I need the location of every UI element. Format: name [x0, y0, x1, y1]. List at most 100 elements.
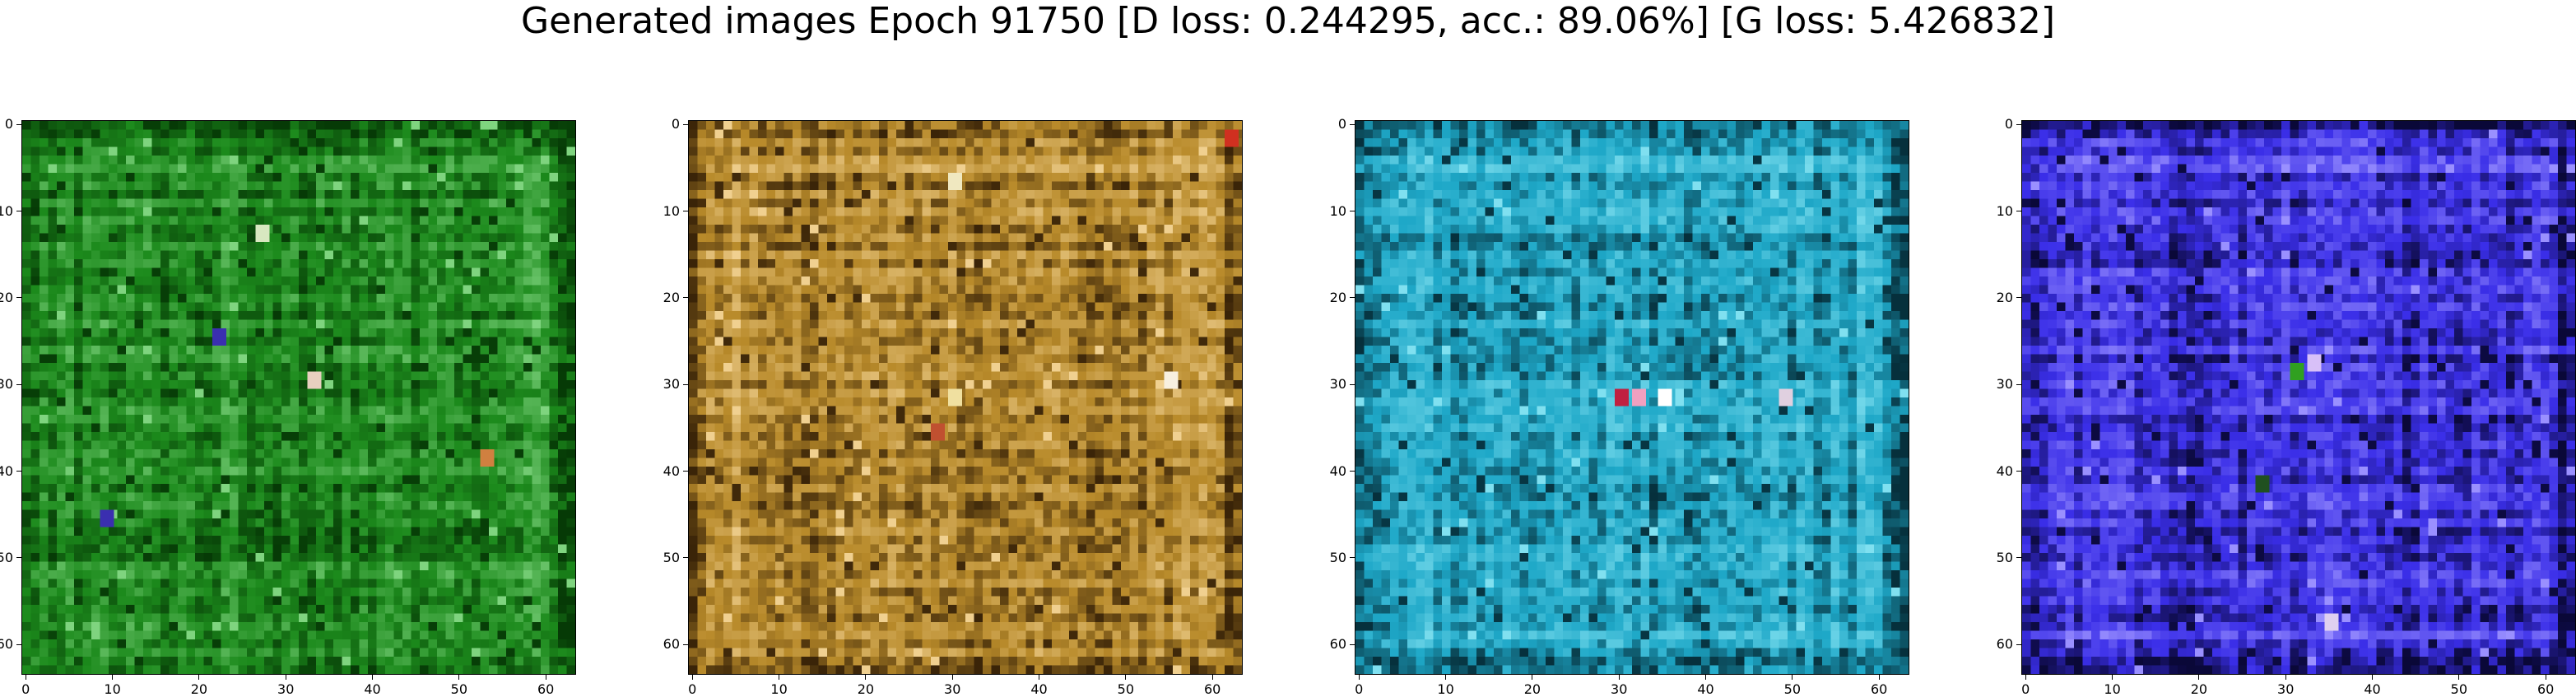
y-tick-label: 10: [1314, 205, 1346, 218]
y-tick-label: 60: [1314, 638, 1346, 651]
y-tick-mark: [16, 644, 21, 645]
image-1-spot-4: [481, 449, 495, 467]
y-tick-mark: [1350, 384, 1355, 385]
image-1-spot-1: [212, 328, 226, 346]
y-tick-label: 20: [1980, 291, 2013, 304]
x-tick-mark: [952, 675, 953, 680]
y-tick-label: 20: [0, 291, 13, 304]
y-tick-mark: [16, 557, 21, 558]
x-tick-label: 0: [676, 683, 709, 696]
image-2-spot-1: [948, 389, 962, 407]
y-tick-mark: [683, 644, 688, 645]
image-4-spot-4: [2256, 476, 2270, 493]
x-tick-label: 40: [1690, 683, 1723, 696]
image-2-spot-3: [1165, 372, 1179, 389]
y-tick-mark: [16, 124, 21, 125]
x-tick-label: 10: [1430, 683, 1462, 696]
image-1-spot-5: [256, 225, 270, 242]
x-tick-label: 30: [269, 683, 302, 696]
x-tick-label: 60: [529, 683, 562, 696]
x-tick-mark: [2285, 675, 2286, 680]
x-tick-label: 30: [936, 683, 969, 696]
y-tick-label: 60: [0, 638, 13, 651]
y-tick-mark: [1350, 644, 1355, 645]
y-tick-mark: [1350, 557, 1355, 558]
y-tick-label: 0: [1314, 118, 1346, 131]
x-tick-mark: [112, 675, 113, 680]
image-3-spot-1: [1632, 389, 1646, 407]
y-tick-label: 20: [1314, 291, 1346, 304]
y-tick-mark: [683, 557, 688, 558]
y-tick-mark: [1350, 297, 1355, 298]
image-1-spot-3: [308, 372, 322, 389]
y-tick-mark: [683, 124, 688, 125]
pixel-grid-4: [2022, 121, 2575, 674]
y-tick-mark: [2016, 384, 2021, 385]
y-tick-label: 30: [1314, 378, 1346, 391]
x-tick-label: 40: [1023, 683, 1056, 696]
generated-image-3: [1355, 120, 1909, 675]
x-tick-label: 40: [356, 683, 389, 696]
x-tick-label: 30: [2269, 683, 2302, 696]
x-tick-label: 10: [96, 683, 129, 696]
y-tick-label: 40: [0, 465, 13, 478]
y-tick-label: 40: [647, 465, 680, 478]
y-tick-label: 50: [1314, 551, 1346, 565]
x-tick-label: 20: [849, 683, 882, 696]
y-tick-label: 50: [647, 551, 680, 565]
x-tick-mark: [692, 675, 693, 680]
x-tick-mark: [1619, 675, 1620, 680]
x-tick-mark: [198, 675, 199, 680]
x-tick-mark: [1212, 675, 1213, 680]
y-tick-label: 10: [1980, 205, 2013, 218]
y-tick-label: 20: [647, 291, 680, 304]
y-tick-mark: [16, 471, 21, 472]
x-tick-label: 60: [2529, 683, 2562, 696]
image-4-spot-3: [2325, 614, 2339, 631]
generated-image-4: [2021, 120, 2576, 675]
image-3-spot-3: [1779, 389, 1793, 407]
y-tick-label: 50: [0, 551, 13, 565]
y-tick-label: 10: [0, 205, 13, 218]
x-tick-label: 40: [2356, 683, 2389, 696]
image-2-spot-4: [948, 173, 962, 190]
image-3-spot-2: [1658, 389, 1672, 407]
y-tick-label: 60: [647, 638, 680, 651]
image-4-spot-1: [2308, 355, 2322, 372]
x-tick-label: 20: [1516, 683, 1549, 696]
x-tick-label: 0: [2009, 683, 2042, 696]
figure-title: Generated images Epoch 91750 [D loss: 0.…: [0, 0, 2576, 43]
y-tick-label: 30: [1980, 378, 2013, 391]
x-tick-mark: [1125, 675, 1126, 680]
x-tick-mark: [372, 675, 373, 680]
y-tick-mark: [2016, 297, 2021, 298]
y-tick-label: 0: [647, 118, 680, 131]
x-tick-label: 50: [2443, 683, 2476, 696]
y-tick-mark: [16, 384, 21, 385]
y-tick-label: 60: [1980, 638, 2013, 651]
x-tick-label: 10: [2096, 683, 2129, 696]
x-tick-mark: [1879, 675, 1880, 680]
x-tick-mark: [1792, 675, 1793, 680]
x-tick-mark: [2112, 675, 2113, 680]
x-tick-label: 10: [763, 683, 796, 696]
y-tick-label: 0: [1980, 118, 2013, 131]
y-tick-label: 0: [0, 118, 13, 131]
pixel-grid-1: [22, 121, 575, 674]
pixel-grid-2: [689, 121, 1242, 674]
generated-image-1: [21, 120, 576, 675]
y-tick-mark: [1350, 471, 1355, 472]
image-4-spot-2: [2290, 363, 2304, 380]
x-tick-label: 50: [443, 683, 476, 696]
x-tick-mark: [2372, 675, 2373, 680]
y-tick-label: 30: [0, 378, 13, 391]
x-tick-mark: [1705, 675, 1706, 680]
x-tick-label: 50: [1776, 683, 1809, 696]
generated-image-2: [688, 120, 1243, 675]
x-tick-mark: [865, 675, 866, 680]
pixel-grid-3: [1355, 121, 1909, 674]
x-tick-label: 0: [1342, 683, 1375, 696]
y-tick-mark: [2016, 557, 2021, 558]
y-tick-label: 40: [1980, 465, 2013, 478]
y-tick-label: 10: [647, 205, 680, 218]
